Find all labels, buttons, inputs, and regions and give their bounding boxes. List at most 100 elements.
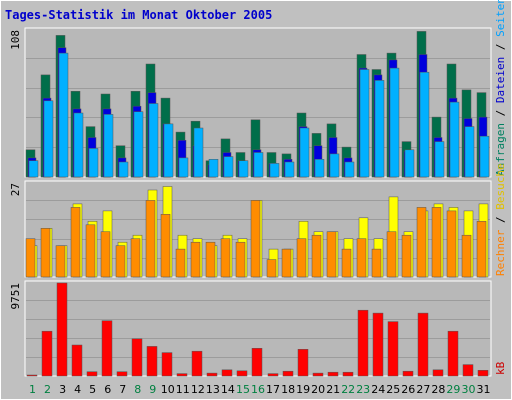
legend-separator: /: [494, 110, 507, 123]
bar-rechner-day-17: [266, 259, 277, 278]
bar-rechner-day-12: [190, 241, 201, 278]
bar-rechner-day-23: [356, 238, 367, 278]
bar-rechner-day-15: [235, 241, 246, 278]
bar-rechner-day-16: [250, 200, 261, 278]
bar-kb-day-4: [71, 344, 83, 377]
bar-kb-day-13: [206, 372, 218, 377]
bar-seiten-day-22: [344, 161, 355, 178]
x-label-day: 3: [59, 383, 66, 396]
bar-kb-day-16: [251, 348, 263, 377]
bar-rechner-day-28: [431, 207, 442, 278]
x-label-day: 22: [341, 383, 355, 396]
bar-seiten-day-7: [118, 161, 129, 178]
bar-seiten-day-10: [163, 123, 174, 178]
x-label-day: 1: [29, 383, 36, 396]
bar-seiten-day-6: [103, 114, 114, 178]
bar-rechner-day-31: [476, 221, 487, 278]
chart-title: Tages-Statistik im Monat Oktober 2005: [5, 8, 272, 22]
panel-requests: 108: [9, 27, 492, 178]
legend-entry-seiten: Seiten: [494, 0, 507, 44]
y-max-label-requests: 108: [9, 30, 22, 50]
y-max-label-visits: 27: [9, 183, 22, 196]
bar-rechner-day-5: [85, 224, 96, 278]
bar-rechner-day-9: [145, 200, 156, 278]
bar-kb-day-25: [387, 321, 399, 377]
bar-rechner-day-14: [220, 238, 231, 278]
x-label-day: 16: [251, 383, 265, 396]
bar-seiten-day-17: [269, 163, 280, 178]
bar-kb-day-27: [417, 312, 429, 377]
x-label-day: 18: [281, 383, 295, 396]
bar-kb-day-19: [297, 349, 309, 377]
bar-rechner-day-21: [326, 231, 337, 278]
bar-kb-day-12: [191, 350, 203, 377]
bar-seiten-day-3: [58, 52, 69, 178]
legend-separator: /: [494, 44, 507, 57]
bar-rechner-day-6: [100, 231, 111, 278]
x-label-day: 12: [191, 383, 205, 396]
bar-kb-day-10: [161, 352, 173, 377]
x-label-day: 27: [416, 383, 430, 396]
x-label-day: 23: [356, 383, 370, 396]
bar-kb-day-3: [56, 282, 68, 377]
legend-requests: Anfragen / Dateien / Seiten: [494, 0, 507, 176]
bar-seiten-day-14: [223, 156, 234, 178]
x-label-day: 10: [161, 383, 175, 396]
bar-rechner-day-22: [341, 248, 352, 278]
y-max-label-kb: 9751: [9, 283, 22, 310]
x-label-day: 4: [74, 383, 81, 396]
bar-kb-day-1: [26, 374, 38, 377]
x-label-day: 11: [176, 383, 190, 396]
bar-seiten-day-24: [374, 80, 385, 178]
bar-seiten-day-1: [28, 160, 39, 178]
x-label-day: 2: [44, 383, 51, 396]
bar-seiten-day-5: [88, 148, 99, 178]
bar-rechner-day-11: [175, 248, 186, 278]
bar-rechner-day-27: [416, 207, 427, 278]
bar-rechner-day-1: [25, 238, 36, 278]
x-label-day: 28: [431, 383, 445, 396]
bar-kb-day-2: [41, 330, 53, 377]
bar-kb-day-5: [86, 371, 98, 377]
bar-seiten-day-31: [479, 135, 490, 178]
bar-seiten-day-9: [148, 103, 159, 178]
bar-seiten-day-13: [208, 159, 219, 178]
bar-kb-day-11: [176, 373, 188, 377]
x-label-day: 17: [266, 383, 280, 396]
x-label-day: 30: [462, 383, 476, 396]
x-label-day: 8: [134, 383, 141, 396]
bar-kb-day-21: [327, 371, 339, 377]
bar-kb-day-9: [146, 346, 158, 377]
legend-entry-besuche: Besuche: [494, 163, 507, 216]
x-label-day: 14: [221, 383, 235, 396]
bar-kb-day-30: [462, 364, 474, 377]
bar-seiten-day-8: [133, 111, 144, 178]
bar-kb-day-26: [402, 370, 414, 377]
bar-seiten-day-2: [43, 100, 54, 178]
bar-kb-day-7: [116, 371, 128, 377]
x-label-day: 13: [206, 383, 220, 396]
bar-kb-day-17: [267, 373, 279, 377]
legend-entry-anfragen: Anfragen: [494, 123, 507, 176]
bar-rechner-day-10: [160, 214, 171, 278]
legend-separator: /: [494, 216, 507, 229]
bar-rechner-day-2: [40, 228, 51, 278]
bar-seiten-day-19: [299, 127, 310, 178]
bar-kb-day-18: [282, 370, 294, 377]
x-label-day: 20: [311, 383, 325, 396]
x-label-day: 25: [386, 383, 400, 396]
bar-rechner-day-25: [386, 231, 397, 278]
bar-seiten-day-28: [434, 141, 445, 178]
bar-kb-day-20: [312, 372, 324, 377]
bar-kb-day-8: [131, 338, 143, 377]
bar-kb-day-31: [477, 370, 489, 377]
bar-rechner-day-30: [461, 234, 472, 278]
bar-kb-day-14: [221, 369, 233, 377]
bar-seiten-day-27: [419, 71, 430, 178]
bar-seiten-day-23: [359, 69, 370, 178]
bar-rechner-day-13: [205, 241, 216, 278]
bar-rechner-day-19: [296, 238, 307, 278]
x-label-day: 26: [401, 383, 415, 396]
